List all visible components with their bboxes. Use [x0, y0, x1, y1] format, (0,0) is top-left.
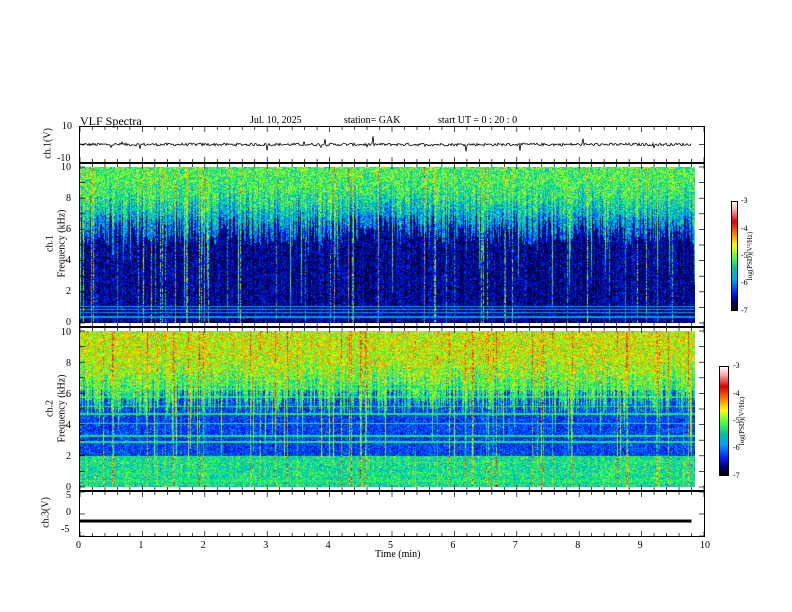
ch1-ytick-top: 10: [62, 121, 72, 132]
ch2-freq-tick-10: 10: [61, 327, 71, 338]
ch1-cb-tick-3: -3: [741, 196, 748, 205]
ch2-cb-tick-3: -3: [733, 361, 740, 370]
ch1-cb-tick-5: -5: [741, 251, 748, 260]
x-tick-label: 0: [76, 540, 81, 551]
ch2-spectrogram-ticks: [80, 328, 704, 490]
ch2-cb-tick-7: -7: [733, 471, 740, 480]
ch1-freq-tick-2: 2: [66, 286, 71, 297]
ch1-freq-tick-0: 0: [66, 317, 71, 328]
x-tick-label: 8: [575, 540, 581, 551]
ch2-cb-tick-5: -5: [733, 416, 740, 425]
ch3-waveform-plot: [80, 492, 704, 536]
x-tick-label: 1: [138, 540, 144, 551]
ch1-freq-tick-10: 10: [61, 162, 71, 173]
x-tick-label: 3: [263, 540, 269, 551]
ch3-ytick-5: 5: [66, 490, 71, 501]
ch1-voltage-ylabel: ch.1(V): [42, 128, 54, 159]
station-label: station= GAK: [344, 115, 401, 126]
ch2-colorbar-label: log(PSD)(V²/Hz): [738, 396, 746, 446]
x-axis-label: Time (min): [375, 549, 421, 560]
ch1-waveform-trace: [80, 136, 692, 152]
x-tick-label: 7: [512, 540, 518, 551]
x-tick-label: 4: [325, 540, 331, 551]
start-time-label: start UT = 0 : 20 : 0: [438, 115, 518, 126]
ch1-freq-ylabel-channel: ch.1: [44, 235, 56, 252]
ch1-cb-tick-4: -4: [741, 224, 748, 233]
ch2-spectrogram-panel: [79, 327, 705, 491]
ch2-freq-tick-6: 6: [66, 389, 71, 400]
x-tick-label: 5: [388, 540, 393, 551]
ch2-freq-tick-4: 4: [66, 420, 71, 431]
x-tick-label: 9: [637, 540, 643, 551]
ch1-spectrogram-heatmap: [80, 167, 695, 323]
ch1-cb-tick-6: -6: [741, 278, 748, 287]
ch1-colorbar-label: log(PSD)(V²/Hz): [746, 231, 754, 281]
ch2-cb-tick-6: -6: [733, 443, 740, 452]
chart-title: VLF Spectra: [80, 114, 142, 128]
ch2-freq-ylabel: Frequency (kHz): [56, 374, 68, 443]
ch3-ytick-0: 0: [66, 507, 71, 518]
ch2-freq-tick-8: 8: [66, 358, 71, 369]
ch3-ytick-minus5: -5: [61, 524, 70, 535]
x-tick-label: 6: [450, 540, 456, 551]
ch3-voltage-ylabel: ch.3(V): [40, 497, 52, 528]
ch1-cb-tick-7: -7: [741, 306, 748, 315]
x-tick-label: 10: [700, 540, 710, 551]
ch2-freq-tick-0: 0: [66, 482, 71, 493]
ch1-waveform-panel: [79, 126, 705, 163]
ch1-freq-tick-6: 6: [66, 224, 71, 235]
ch1-ytick-bottom: -10: [57, 153, 71, 164]
ch2-colorbar: [719, 366, 729, 476]
ch3-waveform-panel: [79, 491, 705, 537]
ch2-freq-ylabel-channel: ch.2: [44, 400, 56, 417]
ch1-colorbar: [731, 201, 738, 311]
ch1-freq-tick-4: 4: [66, 255, 71, 266]
ch1-freq-tick-8: 8: [66, 193, 71, 204]
ch2-freq-tick-2: 2: [66, 451, 71, 462]
ch1-spectrogram-ticks: [80, 164, 704, 326]
ch2-cb-tick-4: -4: [733, 389, 740, 398]
ch1-waveform-plot: [80, 127, 704, 162]
ch1-spectrogram-panel: [79, 163, 705, 327]
ch3-waveform-trace: [80, 519, 692, 523]
ch1-freq-ylabel: Frequency (kHz): [56, 209, 68, 278]
x-tick-label: 2: [200, 540, 206, 551]
ch2-spectrogram-heatmap: [80, 331, 695, 487]
date-label: Jul. 10, 2025: [250, 115, 302, 126]
